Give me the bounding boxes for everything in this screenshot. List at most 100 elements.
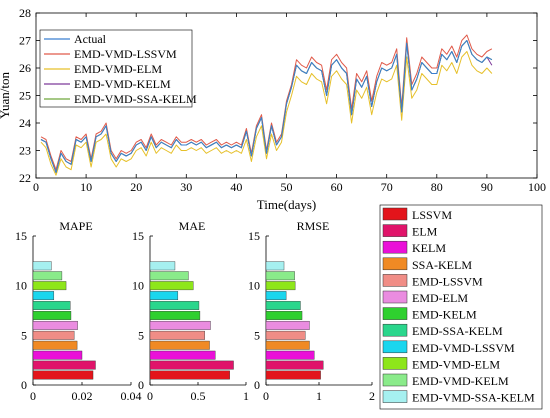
bar: [149, 350, 216, 360]
bar: [265, 370, 321, 380]
legend-label: EMD-VMD-ELM: [74, 62, 162, 76]
panel-title: MAPE: [59, 219, 92, 233]
bar: [149, 370, 230, 380]
y-tick-label: 10: [132, 279, 144, 293]
x-tick-label: 80: [431, 180, 443, 194]
panel-title: RMSE: [297, 219, 330, 233]
bar: [149, 271, 189, 281]
bar: [265, 320, 310, 330]
y-tick-label: 15: [15, 229, 27, 243]
y-tick-label: 23: [19, 144, 31, 158]
y-tick-label: 22: [19, 171, 31, 185]
bar: [265, 311, 303, 320]
y-tick-label: 0: [138, 378, 144, 392]
y-tick-label: 25: [19, 89, 31, 103]
y-tick-label: 5: [254, 328, 260, 342]
bar-panel: 0 5 10 15 0 0.02 0.04 MAPE: [15, 219, 142, 403]
legend-label: EMD-LSSVM: [412, 274, 483, 288]
legend-label: KELM: [412, 241, 446, 255]
legend-label: EMD-VMD-SSA-KELM: [74, 92, 197, 106]
legend-swatch: [382, 290, 408, 304]
x-tick-label: 10: [80, 180, 92, 194]
legend-swatch: [382, 340, 408, 354]
legend-label: EMD-VMD-KELM: [412, 374, 509, 388]
legend-swatch: [382, 257, 408, 271]
y-tick-label: 10: [15, 279, 27, 293]
bar: [265, 360, 324, 370]
x-tick-label: 70: [381, 180, 393, 194]
legend-swatch: [382, 207, 408, 221]
x-tick-label: 0.02: [72, 389, 93, 403]
bar-panel: 0 5 10 15 0 1 2 RMSE: [248, 219, 375, 403]
legend-swatch: [382, 240, 408, 254]
legend-label: EMD-VMD-LSSVM: [412, 341, 515, 355]
y-tick-label: 26: [19, 61, 31, 75]
bar-legend: LSSVM ELM KELM SSA-KELM EMD-LSSVM EMD-ELM EMD-…: [379, 204, 543, 410]
bar: [32, 350, 83, 360]
bar: [265, 281, 296, 291]
legend-swatch: [382, 307, 408, 320]
y-axis-label: Yuan/ton: [0, 72, 12, 119]
legend-label: Actual: [74, 32, 107, 46]
bar: [32, 311, 72, 320]
x-tick-label: 1: [316, 389, 322, 403]
x-tick-label: 40: [230, 180, 242, 194]
bar: [149, 320, 211, 330]
legend-swatch: [382, 274, 408, 287]
x-axis-label: Time(days): [257, 197, 316, 212]
bar: [265, 301, 301, 310]
y-tick-label: 5: [138, 328, 144, 342]
x-tick-label: 30: [180, 180, 192, 194]
bar: [32, 301, 71, 310]
legend-label: ELM: [412, 225, 438, 239]
x-tick-label: 0.5: [191, 389, 206, 403]
x-tick-label: 2: [369, 389, 375, 403]
bar: [149, 301, 200, 310]
x-tick-label: 0: [147, 389, 153, 403]
legend-swatch: [382, 224, 408, 237]
bar: [32, 261, 52, 271]
x-tick-label: 20: [130, 180, 142, 194]
y-tick-label: 10: [248, 279, 260, 293]
bar: [149, 340, 210, 350]
bar: [149, 291, 179, 301]
x-tick-label: 1: [243, 389, 249, 403]
y-tick-label: 5: [21, 328, 27, 342]
bar: [32, 271, 63, 281]
bar: [265, 350, 315, 360]
y-tick-label: 27: [19, 34, 31, 48]
x-tick-label: 100: [528, 180, 546, 194]
legend-label: EMD-ELM: [412, 291, 468, 305]
legend-label: LSSVM: [412, 208, 452, 222]
x-tick-label: 0: [30, 389, 36, 403]
y-tick-label: 0: [254, 378, 260, 392]
x-tick-label: 0: [263, 389, 269, 403]
series-line: [40, 51, 493, 176]
bar: [265, 340, 310, 350]
bar: [265, 291, 287, 301]
x-tick-label: 60: [331, 180, 343, 194]
x-tick-label: 90: [481, 180, 493, 194]
x-tick-label: 0: [33, 180, 39, 194]
y-tick-label: 15: [132, 229, 144, 243]
bar: [32, 370, 94, 380]
bar: [32, 340, 78, 350]
line-chart: 0 10 20 30 40 50 60 70 80 90 100 22 23 24 25 26 27 28 Time…: [0, 6, 546, 212]
bar: [149, 311, 201, 320]
bar: [32, 360, 96, 370]
bar: [149, 281, 194, 291]
y-tick-label: 0: [21, 378, 27, 392]
bar: [149, 330, 205, 340]
bar: [265, 261, 285, 271]
legend-label: EMD-VMD-SSA-KELM: [412, 391, 535, 405]
bar: [149, 261, 176, 271]
legend-label: EMD-VMD-ELM: [412, 357, 500, 371]
bar: [265, 330, 306, 340]
bar: [32, 281, 67, 291]
x-tick-label: 50: [281, 180, 293, 194]
legend-label: SSA-KELM: [412, 258, 472, 272]
bar: [32, 330, 75, 340]
